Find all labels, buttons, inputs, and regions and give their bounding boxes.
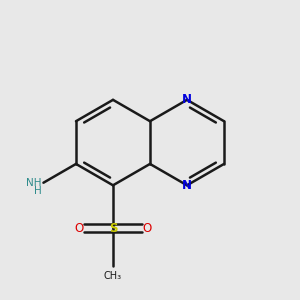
Text: CH₃: CH₃ (104, 271, 122, 281)
Text: O: O (75, 221, 84, 235)
Text: O: O (142, 221, 151, 235)
Text: H: H (34, 186, 42, 196)
Text: NH: NH (26, 178, 42, 188)
Text: N: N (182, 179, 192, 192)
Text: N: N (182, 93, 192, 106)
Text: S: S (109, 221, 117, 235)
